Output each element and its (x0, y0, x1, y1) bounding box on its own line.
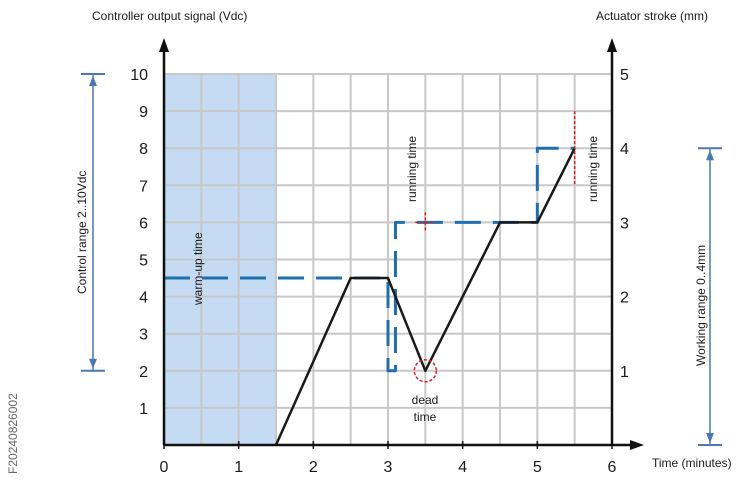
controller-signal-line (164, 146, 575, 373)
y-right-tick-label: 5 (620, 67, 629, 84)
running-time-label-1: running time (405, 136, 419, 202)
x-axis-title: Time (minutes) (652, 456, 732, 470)
actuator-stroke-line (274, 147, 576, 446)
axes (159, 38, 644, 450)
y-left-axis-title: Controller output signal (Vdc) (92, 9, 247, 23)
annotation-markers (413, 111, 576, 383)
x-tick-label: 2 (309, 459, 318, 475)
working-range-arrow-bottom (706, 433, 714, 443)
y-left-tick-label: 5 (139, 253, 148, 270)
y-left-tick-label: 9 (139, 104, 148, 121)
y-left-tick-label: 3 (139, 327, 148, 344)
x-tick-label: 1 (234, 459, 243, 475)
y-right-arrow (607, 38, 617, 52)
y-left-tick-label: 2 (139, 364, 148, 381)
y-right-tick-label: 3 (620, 215, 629, 232)
x-tick-label: 3 (384, 459, 393, 475)
y-right-tick-label: 1 (620, 364, 629, 381)
y-left-tick-label: 6 (139, 215, 148, 232)
running-time-label-2: running time (586, 136, 600, 202)
y-right-tick-label: 2 (620, 290, 629, 307)
control-range-arrow-top (89, 76, 97, 86)
working-range-label: Working range 0..4mm (694, 245, 708, 366)
tick-labels: 0 1 2 3 4 5 6 1 2 3 4 5 6 7 8 9 10 1 2 3 4 5 (130, 67, 629, 476)
dead-time-label-2: time (414, 410, 437, 424)
y-left-tick-label: 10 (130, 67, 148, 84)
y-left-arrow (159, 38, 169, 52)
warm-up-label: warm-up time (191, 232, 205, 306)
y-left-tick-label: 4 (139, 290, 148, 307)
x-arrow (630, 440, 644, 450)
control-range-label: Control range 2..10Vdc (75, 171, 89, 294)
range-markers (81, 73, 722, 446)
y-right-tick-label: 4 (620, 141, 629, 158)
dead-time-circle (413, 359, 438, 383)
y-right-axis-title: Actuator stroke (mm) (596, 9, 708, 23)
working-range-arrow-top (706, 150, 714, 161)
y-left-tick-label: 1 (139, 401, 148, 418)
dead-time-label-1: dead (412, 393, 439, 407)
figure-id: F20240826002 (6, 393, 20, 474)
x-tick-label: 4 (458, 459, 467, 475)
x-tick-label: 6 (608, 459, 617, 475)
y-left-tick-label: 8 (139, 141, 148, 158)
x-tick-label: 5 (533, 459, 542, 475)
series-layer (164, 146, 576, 446)
control-range-arrow-bottom (89, 358, 97, 369)
x-tick-label: 0 (160, 459, 169, 475)
y-left-tick-label: 7 (139, 178, 148, 195)
